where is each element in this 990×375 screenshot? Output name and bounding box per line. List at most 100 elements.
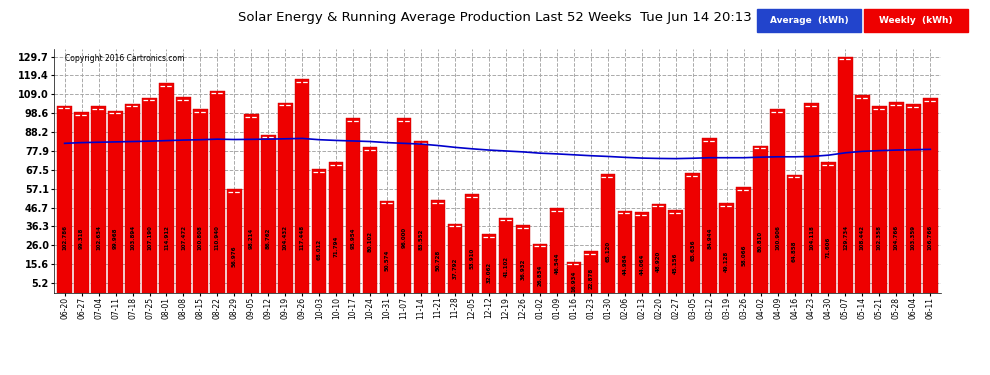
Text: 104.432: 104.432: [283, 225, 288, 251]
Text: 26.834: 26.834: [538, 265, 543, 286]
Bar: [464, 194, 479, 292]
Text: 108.442: 108.442: [860, 225, 865, 251]
Text: 44.064: 44.064: [640, 254, 644, 275]
Text: 48.920: 48.920: [656, 251, 661, 272]
Bar: [618, 211, 632, 292]
Text: 53.910: 53.910: [469, 248, 474, 269]
Bar: [91, 106, 106, 292]
Bar: [431, 200, 446, 292]
Text: Average  (kWh): Average (kWh): [769, 16, 848, 25]
Text: 107.472: 107.472: [181, 225, 186, 251]
Text: 100.906: 100.906: [775, 225, 780, 251]
Text: 102.358: 102.358: [877, 225, 882, 251]
Bar: [193, 109, 208, 292]
Bar: [397, 118, 411, 292]
Text: 98.214: 98.214: [248, 227, 253, 249]
Bar: [889, 102, 904, 292]
Bar: [872, 106, 887, 292]
Bar: [126, 104, 140, 292]
Bar: [753, 146, 768, 292]
Bar: [822, 162, 836, 292]
Text: 117.448: 117.448: [300, 225, 305, 251]
Bar: [227, 189, 242, 292]
Bar: [635, 212, 649, 292]
Text: 50.728: 50.728: [436, 250, 441, 271]
Text: 65.120: 65.120: [605, 240, 610, 262]
Bar: [210, 91, 225, 292]
Bar: [906, 105, 921, 292]
Text: 84.944: 84.944: [707, 228, 712, 249]
Bar: [414, 141, 429, 292]
Bar: [295, 79, 310, 292]
Text: 80.102: 80.102: [367, 231, 372, 252]
Text: Solar Energy & Running Average Production Last 52 Weeks  Tue Jun 14 20:13: Solar Energy & Running Average Productio…: [239, 11, 751, 24]
Bar: [787, 174, 802, 292]
Text: 114.912: 114.912: [164, 225, 169, 251]
Text: 22.878: 22.878: [588, 267, 593, 288]
Bar: [737, 187, 750, 292]
Bar: [651, 204, 666, 292]
Bar: [668, 210, 683, 292]
Bar: [855, 95, 869, 292]
Bar: [566, 262, 581, 292]
Bar: [329, 162, 344, 292]
Text: 99.968: 99.968: [113, 227, 118, 249]
Bar: [549, 208, 564, 292]
Bar: [720, 203, 734, 292]
Bar: [74, 112, 89, 292]
Text: 107.190: 107.190: [147, 225, 152, 251]
Text: Weekly  (kWh): Weekly (kWh): [879, 16, 952, 25]
Text: 86.762: 86.762: [266, 227, 271, 249]
Bar: [923, 98, 938, 292]
Text: 129.734: 129.734: [842, 225, 848, 251]
Text: 95.954: 95.954: [350, 227, 355, 249]
Text: 71.794: 71.794: [334, 236, 339, 258]
Bar: [108, 111, 123, 292]
Bar: [245, 114, 258, 292]
Bar: [57, 105, 72, 292]
Text: 103.359: 103.359: [911, 225, 916, 251]
Text: 102.634: 102.634: [96, 225, 101, 251]
Text: 37.792: 37.792: [452, 258, 457, 279]
Bar: [278, 102, 292, 292]
Text: 50.574: 50.574: [385, 250, 390, 271]
Bar: [482, 234, 496, 292]
Bar: [261, 135, 275, 292]
Text: Copyright 2016 Cartronics.com: Copyright 2016 Cartronics.com: [64, 54, 184, 63]
Bar: [346, 118, 360, 292]
Text: 71.606: 71.606: [826, 236, 831, 258]
Bar: [601, 174, 615, 292]
Text: 44.984: 44.984: [623, 253, 628, 274]
Text: 100.808: 100.808: [198, 225, 203, 251]
Bar: [312, 169, 327, 292]
Text: 99.318: 99.318: [79, 227, 84, 249]
Bar: [685, 173, 700, 292]
Text: 46.544: 46.544: [554, 252, 559, 274]
Text: 45.156: 45.156: [673, 253, 678, 274]
Bar: [839, 57, 852, 292]
Text: 16.934: 16.934: [571, 271, 576, 292]
Bar: [584, 251, 598, 292]
Bar: [770, 109, 785, 292]
Bar: [516, 225, 531, 292]
Text: 83.552: 83.552: [419, 229, 424, 250]
Text: 104.118: 104.118: [809, 225, 814, 251]
Bar: [804, 103, 819, 292]
Text: 103.894: 103.894: [130, 225, 135, 251]
Bar: [380, 201, 394, 292]
Bar: [176, 97, 191, 292]
Bar: [159, 84, 173, 292]
Text: 58.066: 58.066: [742, 245, 746, 266]
Bar: [703, 138, 717, 292]
Text: 56.976: 56.976: [232, 246, 237, 267]
Text: 68.012: 68.012: [317, 238, 322, 260]
Text: 64.858: 64.858: [792, 240, 797, 262]
Text: 110.940: 110.940: [215, 225, 220, 251]
Bar: [143, 98, 156, 292]
Text: 96.000: 96.000: [402, 227, 407, 249]
Bar: [533, 244, 547, 292]
Text: 41.102: 41.102: [504, 256, 509, 277]
Text: 49.128: 49.128: [724, 251, 729, 272]
Text: 32.062: 32.062: [486, 261, 491, 283]
Bar: [447, 224, 462, 292]
